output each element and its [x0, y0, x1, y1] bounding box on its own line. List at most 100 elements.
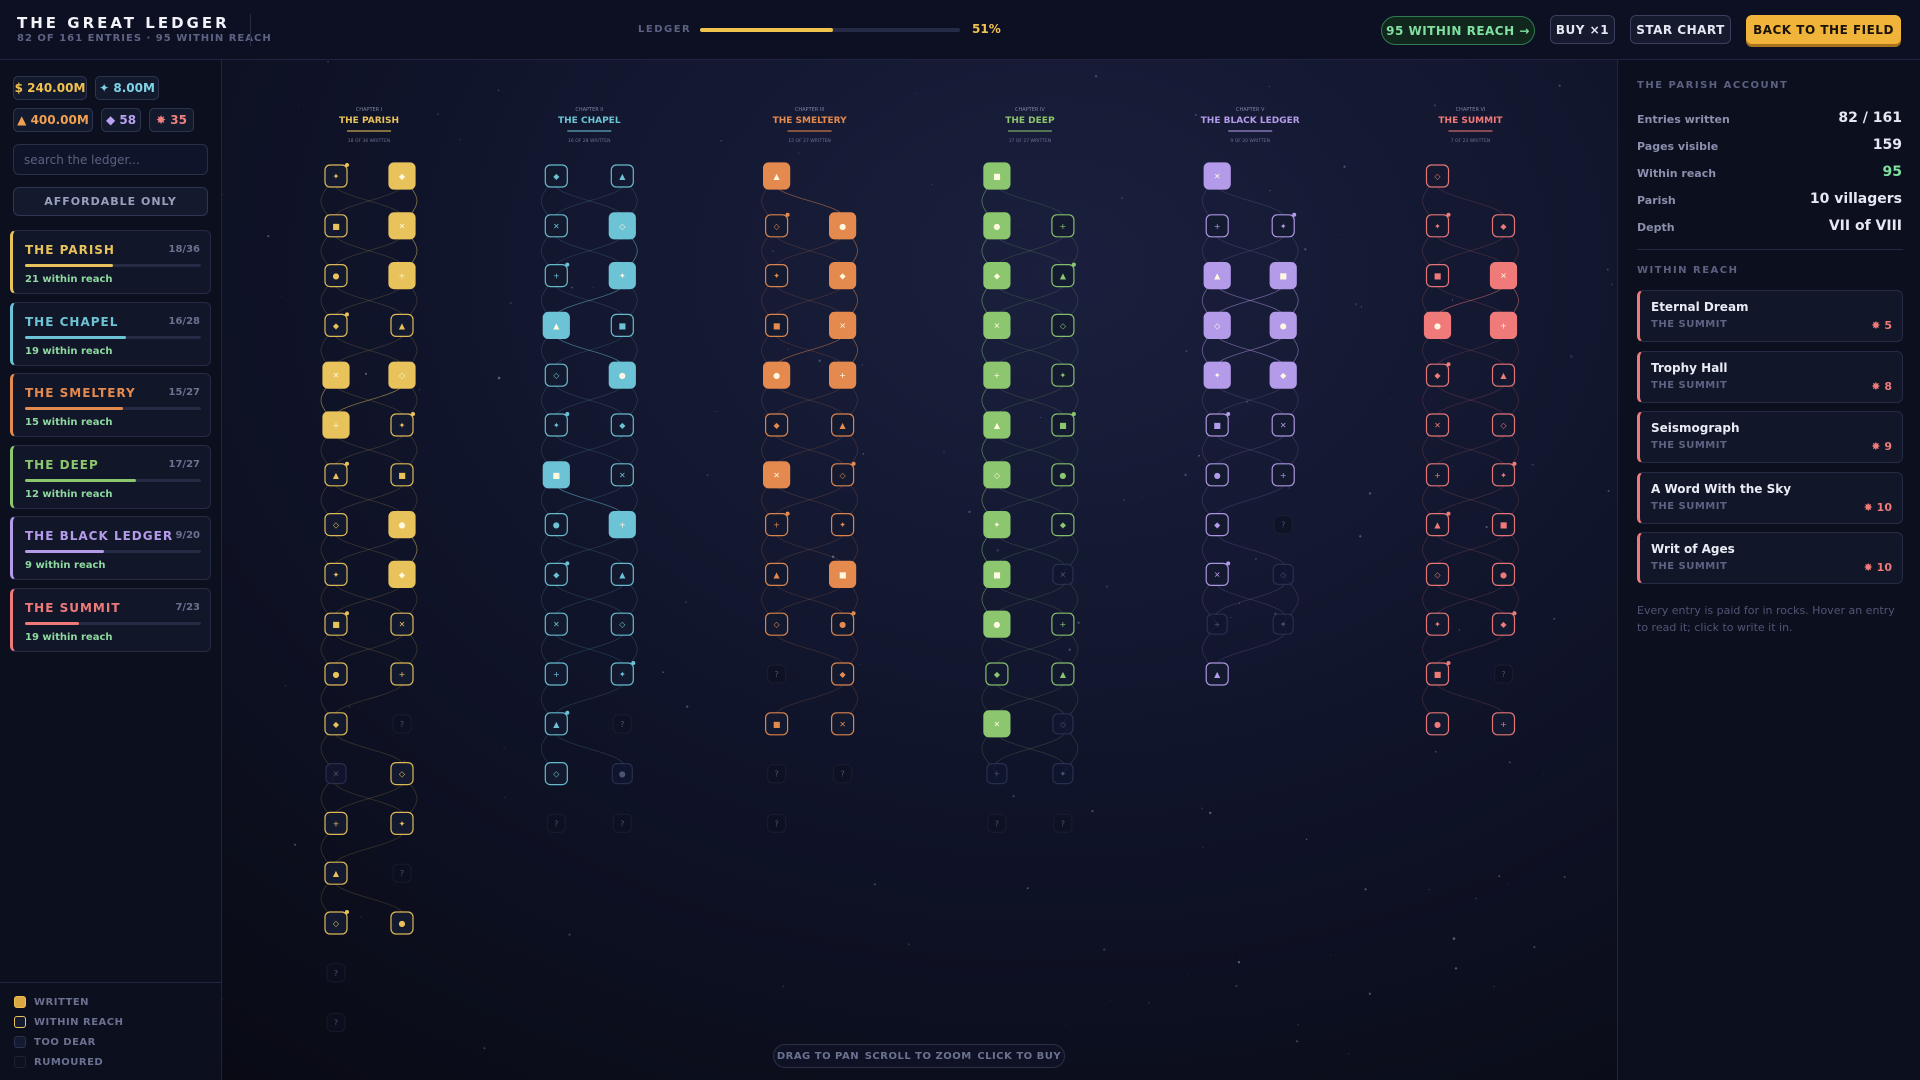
tree-node[interactable] [1491, 463, 1516, 487]
tree-node[interactable] [324, 463, 348, 487]
chapter-card[interactable]: THE SUMMIT 7/23 19 within reach [10, 587, 211, 652]
tree-node[interactable] [388, 212, 416, 240]
tree-node[interactable] [324, 612, 348, 636]
tree-node[interactable] [1425, 463, 1450, 487]
tree-node[interactable] [764, 562, 789, 587]
tree-node[interactable] [830, 413, 855, 437]
tree-node[interactable] [830, 512, 855, 537]
tree-node[interactable] [1491, 214, 1516, 238]
tree-node[interactable] [1271, 463, 1295, 487]
tree-node[interactable] [762, 461, 791, 489]
tree-node[interactable] [544, 214, 568, 238]
tree-node[interactable] [1205, 413, 1229, 437]
tree-node[interactable] [610, 662, 634, 686]
tree-node[interactable] [764, 264, 789, 288]
tree-node[interactable] [388, 361, 416, 389]
tree-node[interactable] [1203, 262, 1231, 290]
tree-node[interactable] [764, 313, 789, 337]
tree-node[interactable] [985, 662, 1009, 686]
tree-node[interactable] [764, 512, 789, 537]
tree-node[interactable] [764, 413, 789, 437]
tree-node[interactable] [1269, 311, 1297, 339]
tree-node[interactable] [390, 612, 414, 636]
tree-node[interactable] [610, 463, 634, 487]
tree-node[interactable] [1205, 463, 1229, 487]
tree-node[interactable] [1423, 311, 1452, 339]
tree-node[interactable] [388, 262, 416, 290]
tree-node[interactable] [1051, 463, 1075, 487]
tree-node[interactable] [1205, 214, 1229, 238]
tree-node[interactable] [830, 612, 855, 636]
tree-node[interactable] [544, 761, 568, 786]
tree-node[interactable] [324, 264, 348, 288]
chapter-card[interactable]: THE PARISH 18/36 21 within reach [10, 230, 211, 294]
tree-node[interactable] [325, 762, 347, 785]
search-input[interactable]: search the ledger... [13, 144, 208, 175]
tree-node[interactable] [1425, 512, 1450, 537]
tree-node[interactable] [1052, 713, 1074, 735]
reach-card[interactable]: Eternal Dream THE SUMMIT ✸ 5 [1637, 290, 1903, 342]
tree-node[interactable] [1271, 413, 1295, 437]
tree-node[interactable] [608, 262, 636, 290]
buy-multiplier-button[interactable]: BUY ×1 [1550, 15, 1615, 44]
tree-node[interactable] [544, 612, 568, 636]
tree-node[interactable] [828, 212, 857, 240]
tree-node[interactable] [1425, 214, 1450, 238]
reach-button[interactable]: 95 WITHIN REACH → [1381, 16, 1535, 45]
chapter-card[interactable]: THE SMELTERY 15/27 15 within reach [10, 373, 211, 437]
tree-node[interactable] [1491, 712, 1516, 736]
tree-node[interactable] [983, 262, 1011, 290]
tree-node[interactable] [544, 712, 568, 736]
tree-node[interactable] [544, 264, 568, 288]
back-button[interactable]: BACK TO THE FIELD [1746, 15, 1901, 44]
tree-node[interactable] [1489, 311, 1518, 339]
tree-node[interactable] [324, 662, 348, 686]
tree-node[interactable] [1051, 413, 1075, 437]
tree-node[interactable] [324, 562, 348, 587]
tree-node[interactable] [983, 560, 1011, 589]
tree-node[interactable] [1051, 214, 1075, 238]
tree-node[interactable] [1425, 164, 1450, 188]
tree-node[interactable] [1052, 563, 1074, 586]
tree-node[interactable] [608, 511, 636, 539]
tree-node[interactable] [1269, 262, 1297, 290]
tree-node[interactable] [390, 911, 414, 935]
tree-node[interactable] [324, 214, 348, 238]
tree-node[interactable] [1051, 612, 1075, 636]
tree-node[interactable] [828, 361, 857, 389]
tree-node[interactable] [324, 811, 348, 836]
tree-node[interactable] [1425, 712, 1450, 736]
tree-node[interactable] [983, 162, 1011, 190]
tree-node[interactable] [1425, 562, 1450, 587]
chapter-card[interactable]: THE BLACK LEDGER 9/20 9 within reach [10, 516, 211, 580]
tree-node[interactable] [390, 761, 414, 786]
tree-node[interactable] [1051, 363, 1075, 387]
tree-node[interactable] [388, 560, 416, 589]
tree-node[interactable] [608, 212, 636, 240]
tree-node[interactable] [324, 911, 348, 935]
tree-node[interactable] [1205, 512, 1229, 537]
tree-node[interactable] [1203, 311, 1231, 339]
tree-node[interactable] [610, 612, 634, 636]
tree-node[interactable] [983, 212, 1011, 240]
tree-node[interactable] [1203, 361, 1231, 389]
tree-node[interactable] [1425, 363, 1450, 387]
tree-node[interactable] [390, 313, 414, 337]
tree-node[interactable] [764, 612, 789, 636]
tree-node[interactable] [1205, 662, 1229, 686]
tree-node[interactable] [764, 214, 789, 238]
tree-node[interactable] [1425, 612, 1450, 636]
tree-node[interactable] [544, 363, 568, 387]
tree-node[interactable] [1272, 613, 1294, 635]
tree-node[interactable] [610, 313, 634, 337]
tree-node[interactable] [322, 411, 350, 439]
tree-node[interactable] [324, 164, 348, 188]
star-chart-button[interactable]: STAR CHART [1630, 15, 1731, 44]
reach-card[interactable]: Writ of Ages THE SUMMIT ✸ 10 [1637, 532, 1903, 585]
tree-node[interactable] [830, 463, 855, 487]
tree-node[interactable] [1052, 762, 1074, 785]
tree-node[interactable] [1051, 512, 1075, 537]
tree-node[interactable] [764, 712, 789, 736]
tree-node[interactable] [390, 463, 414, 487]
